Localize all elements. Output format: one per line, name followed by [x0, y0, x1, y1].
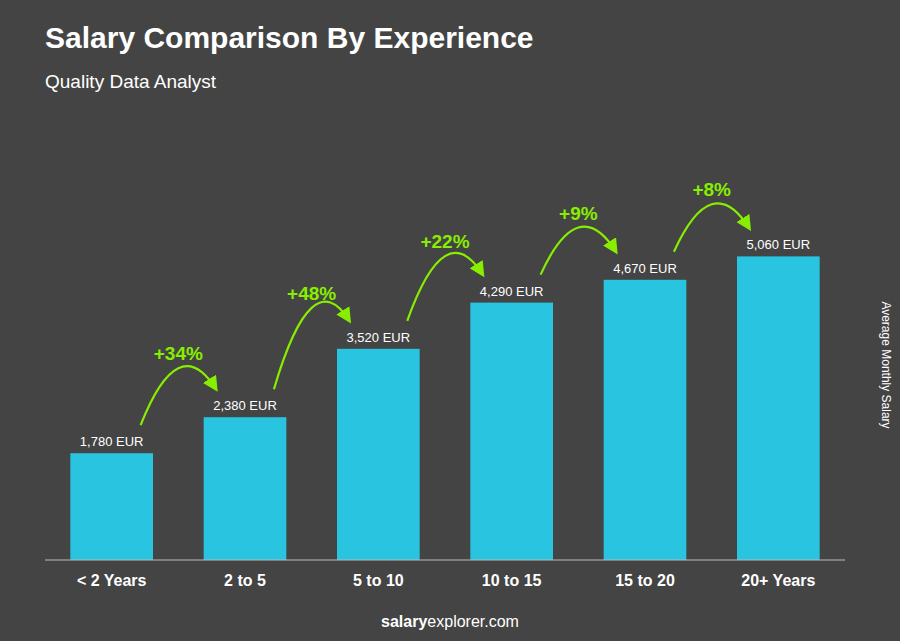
annotation: +48%	[287, 283, 336, 304]
x-tick-label: 10 to 15	[482, 572, 542, 589]
x-tick-label: 5 to 10	[353, 572, 404, 589]
arrow	[141, 366, 216, 425]
annotation: +9%	[559, 203, 598, 224]
x-tick-label: 20+ Years	[741, 572, 815, 589]
data-label: 2,380 EUR	[213, 398, 277, 413]
bar	[470, 303, 553, 560]
background	[0, 0, 900, 641]
bar	[204, 417, 287, 560]
arrow	[674, 203, 749, 252]
bar	[737, 256, 820, 560]
chart: Salary Comparison By Experience Quality D…	[0, 0, 900, 641]
x-tick-label: 15 to 20	[615, 572, 675, 589]
bar	[337, 349, 420, 560]
subtitle: Quality Data Analyst	[45, 71, 217, 92]
arrow	[407, 253, 482, 321]
annotation: +34%	[154, 343, 203, 364]
annotation: +8%	[692, 179, 731, 200]
data-label: 3,520 EUR	[347, 330, 411, 345]
bar	[70, 453, 153, 560]
data-label: 5,060 EUR	[747, 237, 811, 252]
data-label: 4,290 EUR	[480, 284, 544, 299]
arrow	[541, 227, 616, 275]
axis-line	[45, 560, 845, 561]
y-axis-label: Average Monthly Salary	[879, 301, 893, 428]
data-label: 4,670 EUR	[613, 261, 677, 276]
annotation: +22%	[420, 231, 469, 252]
x-tick-label: < 2 Years	[77, 572, 147, 589]
footer-part: salary	[381, 613, 427, 630]
footer: salaryexplorer.com	[381, 613, 519, 630]
footer-part: explorer.com	[427, 613, 519, 630]
bar	[604, 280, 687, 560]
title: Salary Comparison By Experience	[45, 21, 534, 54]
arrow	[274, 302, 349, 390]
data-label: 1,780 EUR	[80, 434, 144, 449]
bars	[70, 256, 819, 560]
x-tick-label: 2 to 5	[224, 572, 266, 589]
